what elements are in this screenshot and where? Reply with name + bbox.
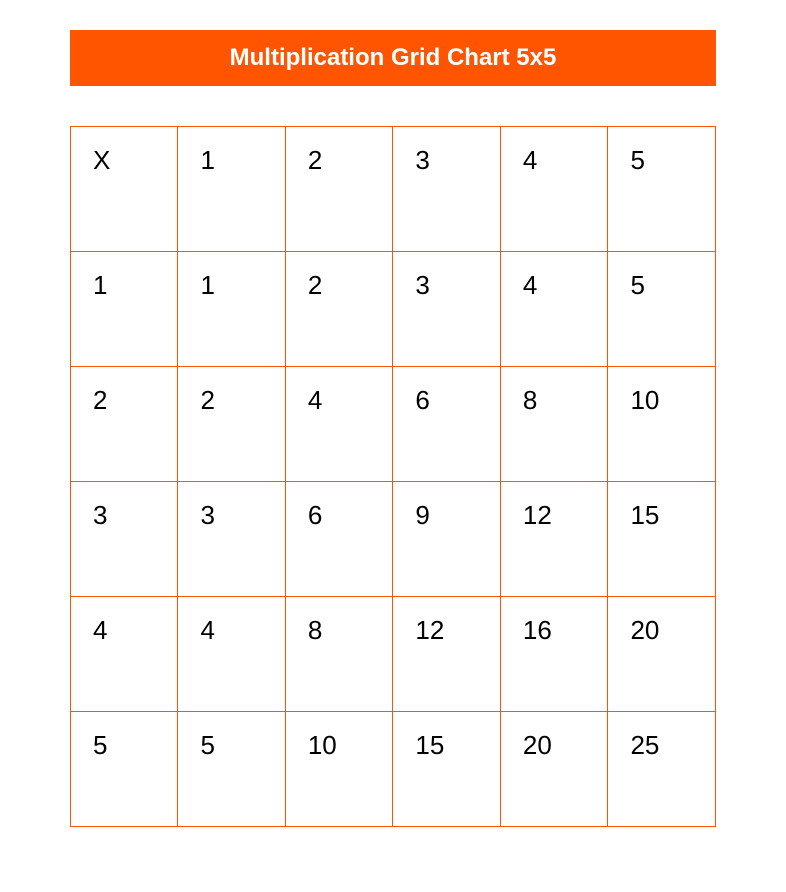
cell: 3 <box>393 252 501 367</box>
cell-header-3: 3 <box>393 127 501 252</box>
cell-header-5: 5 <box>608 127 716 252</box>
cell-header-2: 2 <box>285 127 393 252</box>
cell-header-4: 4 <box>500 127 608 252</box>
table-row: 5 5 10 15 20 25 <box>71 712 716 827</box>
chart-title: Multiplication Grid Chart 5x5 <box>70 30 716 86</box>
cell: 20 <box>608 597 716 712</box>
cell: 2 <box>71 367 178 482</box>
cell-header-x: X <box>71 127 178 252</box>
cell: 2 <box>178 367 285 482</box>
cell: 8 <box>500 367 608 482</box>
cell: 9 <box>393 482 501 597</box>
cell: 4 <box>178 597 285 712</box>
cell: 10 <box>285 712 393 827</box>
cell: 2 <box>285 252 393 367</box>
cell: 5 <box>608 252 716 367</box>
table-row: 1 1 2 3 4 5 <box>71 252 716 367</box>
cell: 10 <box>608 367 716 482</box>
table-row: 3 3 6 9 12 15 <box>71 482 716 597</box>
cell: 6 <box>393 367 501 482</box>
cell: 20 <box>500 712 608 827</box>
cell: 4 <box>285 367 393 482</box>
cell-header-1: 1 <box>178 127 285 252</box>
cell: 4 <box>500 252 608 367</box>
cell: 15 <box>608 482 716 597</box>
cell: 6 <box>285 482 393 597</box>
cell: 1 <box>178 252 285 367</box>
cell: 12 <box>500 482 608 597</box>
table-row: 2 2 4 6 8 10 <box>71 367 716 482</box>
cell: 1 <box>71 252 178 367</box>
table-row: X 1 2 3 4 5 <box>71 127 716 252</box>
cell: 8 <box>285 597 393 712</box>
multiplication-table: X 1 2 3 4 5 1 1 2 3 4 5 2 2 4 6 8 10 3 3… <box>70 126 716 827</box>
cell: 4 <box>71 597 178 712</box>
cell: 16 <box>500 597 608 712</box>
cell: 5 <box>178 712 285 827</box>
cell: 3 <box>71 482 178 597</box>
cell: 3 <box>178 482 285 597</box>
cell: 25 <box>608 712 716 827</box>
cell: 15 <box>393 712 501 827</box>
table-row: 4 4 8 12 16 20 <box>71 597 716 712</box>
cell: 12 <box>393 597 501 712</box>
cell: 5 <box>71 712 178 827</box>
